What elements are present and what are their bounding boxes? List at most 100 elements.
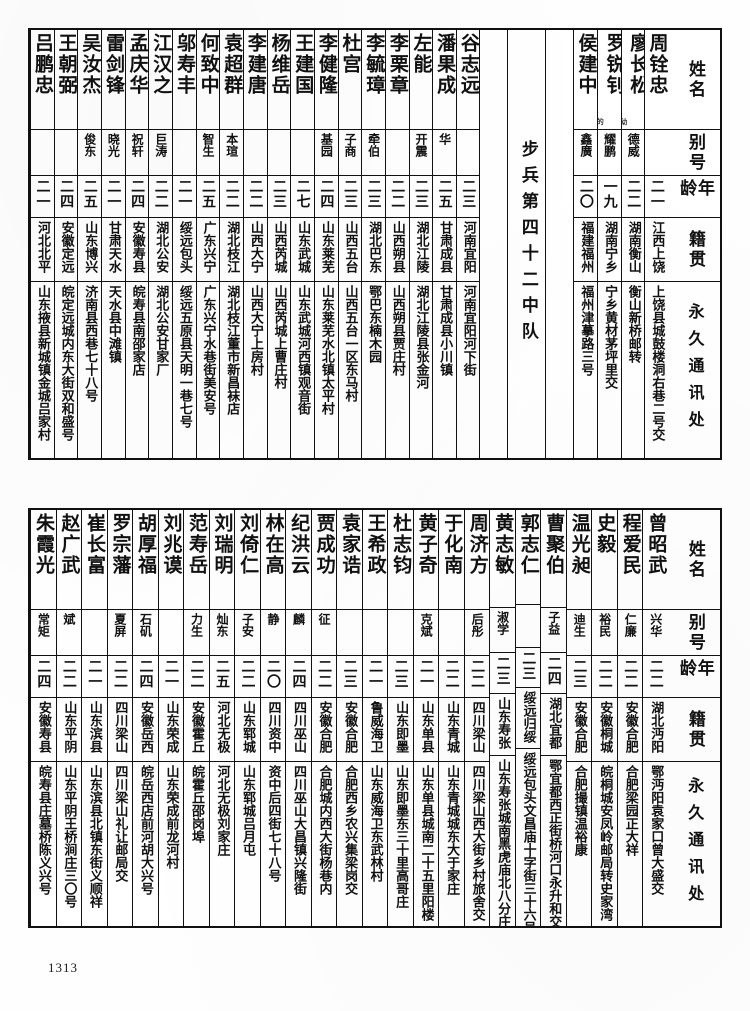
roster-person-column[interactable]: 杜志钧 二三 山东即墨 山东即墨东三十里高哥庄: [387, 510, 413, 926]
roster-person-column[interactable]: 刘兆谟 二一 山东荣成 山东荣成前龙河村: [157, 510, 184, 926]
roster-person-column[interactable]: 李栗章 二二 山西朔县 山西朔县贾庄村: [384, 30, 409, 458]
roster-person-column[interactable]: 朱霞光 常矩 二四 安徽寿县 皖寿县庄墓桥陈义兴号: [30, 510, 56, 926]
person-address: 山东威海卫东武林村: [363, 762, 388, 926]
roster-person-column[interactable]: 李健隆 基园 二四 山东莱芜 山东莱芜水北镇太平村: [313, 30, 338, 458]
roster-person-column[interactable]: 刘瑞明 灿东 二五 河北无极 河北无极刘家庄: [208, 510, 235, 926]
roster-person-column[interactable]: 胡厚福 石矶 二四 安徽岳西 皖岳西店前河胡大兴号: [132, 510, 158, 926]
person-address-text: 山西芮城上曹庄村: [271, 285, 287, 389]
person-name: 胡厚福: [133, 510, 158, 610]
person-alias: 俊东: [78, 130, 101, 176]
person-age: 二一: [158, 656, 184, 698]
person-name: 谷志远: [456, 30, 480, 130]
roster-person-column[interactable]: 贾成功征二二 安徽合肥 合肥城内西大街杨巷内: [310, 510, 337, 926]
roster-person-column[interactable]: 侯建中 鑫廣 二〇 福建福州 福州津摹路三号: [573, 30, 598, 458]
roster-person-column[interactable]: 范寿岳 力生 二二 安徽霍丘 皖霍丘邵岗埠: [183, 510, 209, 926]
person-alias: [439, 610, 464, 656]
roster-person-column[interactable]: 潘果成华二五 甘肃成县 甘肃成县小川镇: [432, 30, 456, 458]
person-alias-text: 克斌: [419, 613, 434, 637]
roster-person-column[interactable]: 吕鹏忠 二一 河北北平 山东掖县新城镇金城吕家村: [30, 30, 54, 458]
person-alias: [172, 130, 196, 176]
person-origin-text: 安徽寿县: [35, 701, 51, 753]
roster-person-column[interactable]: 崔长富 二一 山东滨县 山东滨县北镇东街义顺祥: [81, 510, 107, 926]
person-origin-text: 安徽桐城: [597, 701, 613, 753]
roster-person-column[interactable]: 郭志仁 二三 绥远归绥 绥远包头文昌庙十字街三十六号: [514, 510, 541, 926]
roster-person-column[interactable]: 孟庆华 祝轩 二四 安徽寿县 皖寿县南邵家店: [124, 30, 149, 458]
person-age-text: 二二: [647, 659, 664, 689]
person-age-text: 二一: [34, 179, 51, 209]
person-address-text: 广东兴宁水巷街美安号: [200, 285, 216, 415]
person-alias: 子安: [235, 610, 260, 656]
roster-person-column[interactable]: 纪洪云麟二四 四川巫山 四川巫山大昌镇兴隆街: [285, 510, 311, 926]
person-alias-text: 力生: [189, 613, 204, 637]
person-alias-text: 静: [266, 613, 281, 625]
person-name: 刘瑞明: [209, 510, 235, 610]
person-alias: 德威: [621, 130, 645, 176]
roster-person-column[interactable]: 罗宗藩 夏屏 二二 四川梁山 四川梁山礼让邮局交: [106, 510, 133, 926]
person-address-text: 皖霍丘邵岗埠: [188, 765, 204, 843]
roster-person-column[interactable]: 王建国 二七 山东武城 山东武城河西镇观音街: [290, 30, 314, 458]
roster-person-column[interactable]: 罗锐钊的耀鹏 一九 湖南宁乡 宁乡黄材茅坪里交: [597, 30, 621, 458]
person-name: 王希政: [362, 510, 388, 610]
row-label-name: 姓名: [667, 510, 720, 610]
roster-person-column[interactable]: 邬寿丰 二一 绥远包头 绥远五原县天明一巷七号: [171, 30, 196, 458]
person-alias-text: 祝轩: [130, 133, 145, 157]
roster-person-column[interactable]: 周铨忠 二一 江西上饶 上饶县城鼓楼洞右巷二号交: [644, 30, 669, 458]
roster-person-column[interactable]: 左能 开震 二三 湖北江陵 湖北江陵县张金河: [408, 30, 433, 458]
person-origin-text: 山西朔县: [389, 221, 405, 273]
person-name-text: 胡厚福: [135, 513, 157, 576]
roster-person-column[interactable]: 于化南 二二 山东青城 山东青城城东大于家庄: [438, 510, 464, 926]
roster-person-column[interactable]: 温光昶 迪生 二三 安徽合肥 合肥撮镇温裕康: [565, 510, 592, 926]
roster-person-column[interactable]: 袁超群 本瑄 二二 湖北枝江 湖北枝江董市新昌袜店: [219, 30, 243, 458]
person-origin: 河南宜阳: [456, 218, 480, 282]
row-label-origin-text: 籍贯: [684, 710, 705, 750]
roster-person-column[interactable]: 袁家诰 二三 安徽合肥 合肥西乡农兴集梁岗交: [336, 510, 362, 926]
person-origin: 四川巫山: [286, 698, 311, 762]
roster-person-column[interactable]: 廖长松幼德威 二二 湖南衡山 衡山新桥邮转: [620, 30, 645, 458]
person-address-text: 山东滨县北镇东街义顺祥: [86, 765, 102, 908]
person-name: 范寿岳: [184, 510, 209, 610]
person-name: 纪洪云: [286, 510, 311, 610]
roster-person-column[interactable]: 王希政 二一 鲁威海卫 山东威海卫东武林村: [361, 510, 388, 926]
person-origin-text: 湖南宁乡: [602, 221, 618, 273]
roster-person-column[interactable]: 雷剑锋 晓光 二一 甘肃天水 天水县中滩镇: [100, 30, 125, 458]
roster-person-column[interactable]: 周济方 后彤 二二 四川梁山 四川梁山西大街乡村旅舍交: [463, 510, 490, 926]
person-alias: [456, 130, 480, 176]
person-age-text: 二三: [341, 659, 358, 689]
person-name: 史毅: [592, 510, 617, 610]
roster-person-column[interactable]: 赵广武斌二二 山东平阴 山东平阴王桥涧庄三〇号: [55, 510, 82, 926]
person-address-text: 四川梁山礼让邮局交: [112, 765, 128, 882]
person-alias: 麟: [286, 610, 311, 656]
roster-person-column[interactable]: 曹聚伯 子益 二四 湖北宜都 鄂宜都西正街桥河口永升和交: [540, 510, 566, 926]
person-origin-text: 安徽合肥: [316, 701, 332, 753]
person-origin-text: 山东滨县: [86, 701, 102, 753]
roster-person-column[interactable]: 王朝弼 二四 安徽定远 皖定远城内东大街双和盛号: [53, 30, 78, 458]
person-alias-text: 征: [317, 613, 332, 625]
row-label-origin: 籍贯: [667, 698, 720, 762]
roster-person-column[interactable]: 杜宫 子商 二三 山西五台 山西五台一区东马村: [337, 30, 362, 458]
person-address: 皖岳西店前河胡大兴号: [133, 762, 158, 926]
roster-person-column[interactable]: 何致中 智生 二五 广东兴宁 广东兴宁水巷街美安号: [195, 30, 220, 458]
person-address: 湖北枝江董市新昌袜店: [220, 282, 243, 458]
roster-person-column[interactable]: 林在高静二〇 四川资中 资中后四街七十八号: [259, 510, 286, 926]
roster-person-column[interactable]: 李毓璋 牵伯 二三 湖北巴东 鄂巴东楠木园: [361, 30, 385, 458]
person-address-text: 皖寿县庄墓桥陈义兴号: [35, 765, 51, 895]
row-label-alias-text: 别号: [684, 613, 705, 653]
person-name-text: 于化南: [441, 513, 464, 576]
roster-person-column[interactable]: 程爱民 仁廉 二二 安徽合肥 合肥梁园正大祥: [616, 510, 643, 926]
roster-person-column[interactable]: 黄志敏 淑学 二三 山东寿张 山东寿张城南黑虎庙北八分庄: [489, 510, 515, 926]
person-origin: 山东滨县: [82, 698, 107, 762]
roster-person-column[interactable]: 刘倚仁 子安 二二 山东郓城 山东郓城吕月屯: [234, 510, 260, 926]
unit-title-column: 步兵第四十二中队: [507, 30, 545, 458]
roster-person-column[interactable]: 曾昭武 兴华 二二 湖北沔阳 鄂沔阳袁家口曾大盛交: [642, 510, 668, 926]
person-origin: 山东郓城: [235, 698, 260, 762]
roster-person-column[interactable]: 黄子奇 克斌 二一 山东单县 山东单县城南二十五里阳楼: [412, 510, 439, 926]
roster-table-top: 吕鹏忠 二一 河北北平 山东掖县新城镇金城吕家村 王朝弼 二四 安徽定远 皖定远城内东大街双和…: [28, 28, 722, 460]
roster-person-column[interactable]: 杨维岳 二三 山西芮城 山西芮城上曹庄村: [266, 30, 291, 458]
roster-person-column[interactable]: 江汉之 巨涛 二二 湖北公安 湖北公安甘家厂: [148, 30, 172, 458]
person-alias: 裕民: [592, 610, 617, 656]
roster-person-column[interactable]: 李建唐 二二 山西大宁 山西大宁上房村: [242, 30, 267, 458]
person-alias: 基园: [314, 130, 338, 176]
roster-person-column[interactable]: 谷志远 二三 河南宜阳 河南宜阳河下街: [455, 30, 480, 458]
roster-person-column[interactable]: 史毅 裕民 二二 安徽桐城 皖桐城安凤岭邮局转史家湾: [591, 510, 617, 926]
roster-person-column[interactable]: 吴汝杰 俊东 二五 山东博兴 济南县西巷七十八号: [77, 30, 101, 458]
